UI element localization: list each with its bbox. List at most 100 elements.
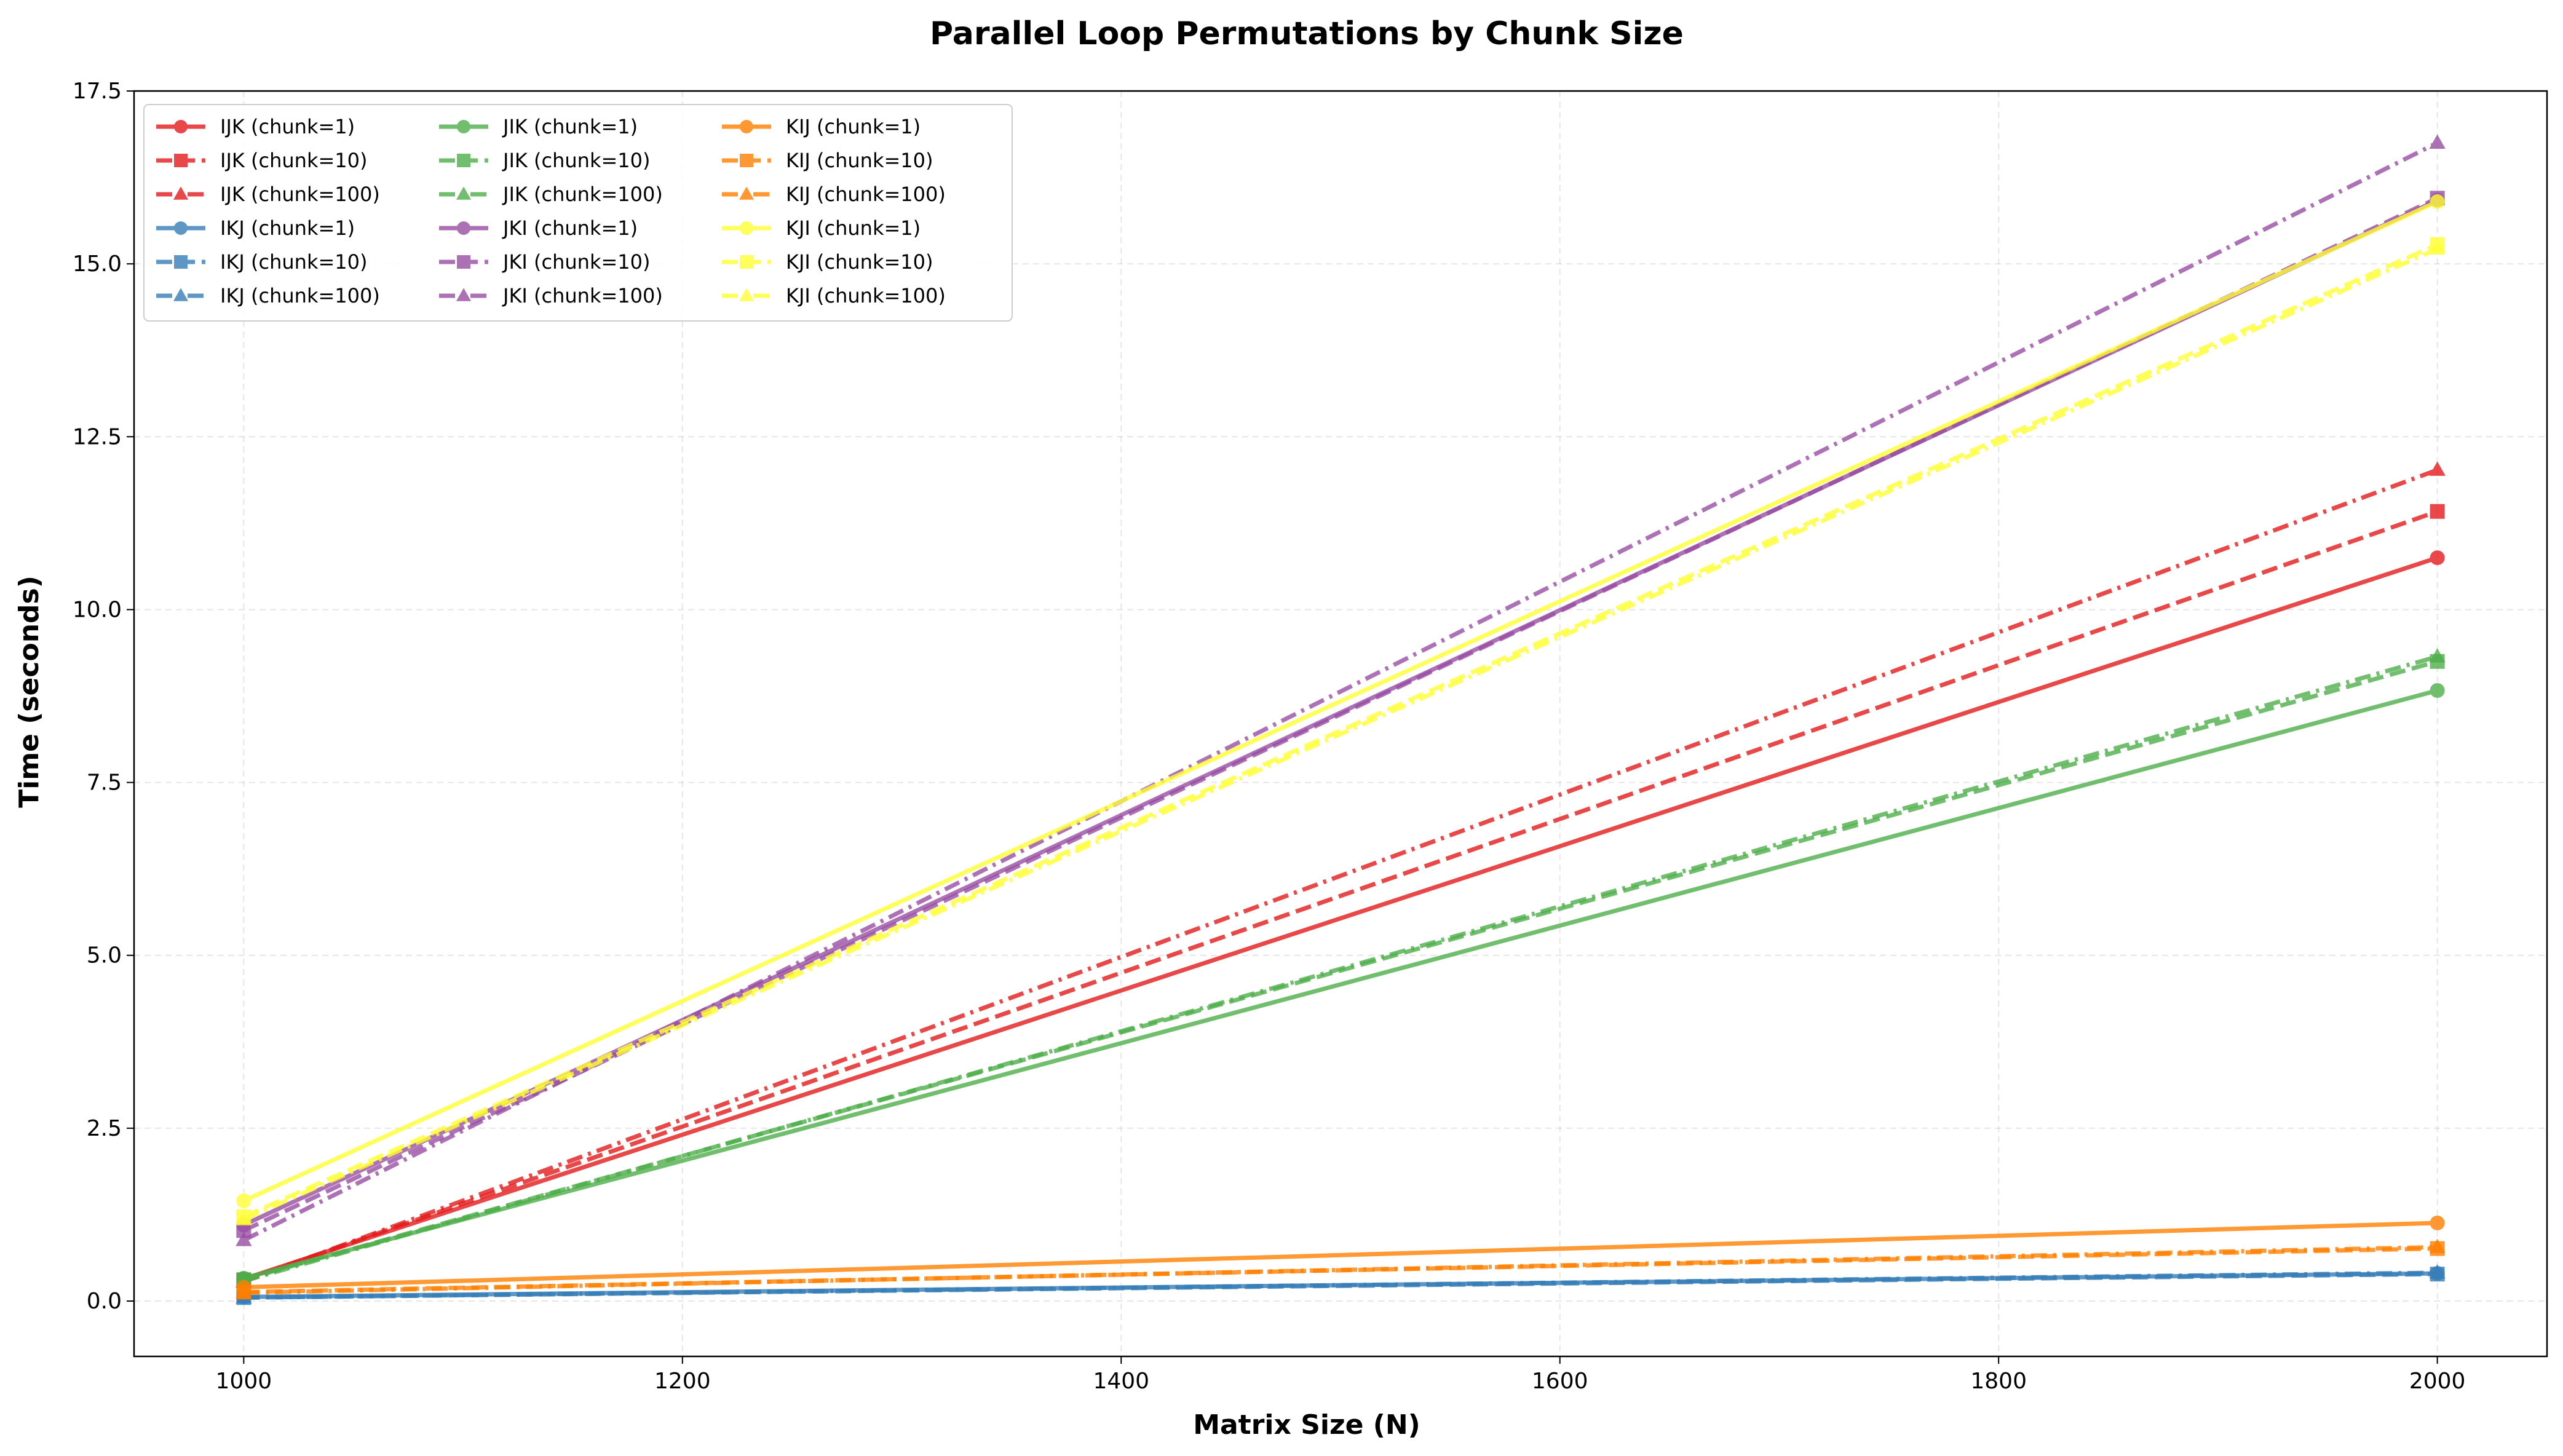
legend-item [156, 221, 205, 235]
legend-item [439, 221, 488, 235]
legend-marker [740, 120, 753, 133]
data-point [2429, 240, 2446, 255]
legend-item [439, 255, 488, 269]
data-point [2429, 1264, 2446, 1279]
legend-marker [740, 255, 753, 269]
legend-item [722, 120, 771, 133]
legend-item [156, 186, 205, 200]
y-tick-label: 12.5 [73, 424, 122, 449]
data-point [2430, 550, 2445, 566]
series-line [243, 555, 2438, 1281]
y-tick-label: 5.0 [87, 943, 122, 968]
data-point [2429, 648, 2446, 663]
legend-marker [173, 288, 189, 301]
series-layer [236, 134, 2446, 1305]
x-tick-label: 1200 [654, 1369, 711, 1394]
legend-item [722, 186, 771, 200]
x-tick-label: 1000 [216, 1369, 272, 1394]
series-line [242, 196, 2439, 1233]
series-line [244, 1270, 2438, 1300]
x-tick-label: 1800 [1970, 1369, 2027, 1394]
series-group [236, 240, 2446, 1225]
series-line [243, 467, 2438, 1284]
data-point [2429, 1238, 2446, 1253]
data-point [236, 1211, 252, 1225]
y-tick-label: 2.5 [87, 1116, 122, 1141]
legend-item [156, 255, 205, 269]
legend-item [156, 154, 205, 167]
y-tick-label: 15.0 [73, 251, 122, 277]
legend: IJK (chunk=1) IJK (chunk=10) IJK (chunk=10… [143, 104, 1013, 322]
legend-label: KIJ (chunk=1) [786, 115, 921, 138]
series-group [236, 194, 2445, 1208]
data-point [236, 1232, 252, 1246]
y-tick-label: 7.5 [87, 770, 122, 796]
legend-label: IJK (chunk=1) [220, 115, 355, 138]
data-point [236, 1193, 252, 1208]
grid-lines [134, 90, 2547, 1356]
legend-marker [456, 288, 472, 301]
plot-frame [133, 90, 2548, 1358]
legend-marker [740, 154, 753, 167]
legend-label: KIJ (chunk=100) [786, 183, 946, 206]
legend-item [722, 288, 771, 301]
legend-label: JKI (chunk=10) [502, 250, 651, 274]
x-tick-label: 1400 [1093, 1369, 1149, 1394]
legend-item [722, 154, 771, 167]
legend-item [156, 120, 205, 133]
data-point [2429, 134, 2446, 149]
legend-item [439, 154, 488, 167]
data-point [2430, 504, 2445, 519]
legend-label: JIK (chunk=100) [502, 183, 663, 206]
legend-label: JIK (chunk=10) [502, 149, 651, 172]
legend-label: IJK (chunk=10) [220, 149, 368, 172]
legend-marker [457, 154, 470, 167]
data-point [2429, 461, 2446, 476]
series-line [244, 1244, 2438, 1296]
legend-box [143, 104, 1013, 322]
axis-layer: 1000 1200 1400 1600 1800 2000 0.0 2.5 5.0 7.5 10.0… [73, 79, 2466, 1394]
y-tick-label: 10.0 [73, 597, 122, 622]
legend-marker [739, 186, 755, 200]
series-line [243, 654, 2438, 1283]
y-tick-label: 0.0 [87, 1289, 122, 1314]
legend-label: JKI (chunk=100) [502, 284, 663, 307]
series-line [243, 509, 2438, 1283]
data-point [2430, 1215, 2445, 1230]
legend-marker [174, 120, 188, 133]
legend-label: KJI (chunk=100) [786, 284, 946, 307]
legend-label: KJI (chunk=10) [786, 250, 933, 274]
legend-item [156, 288, 205, 301]
legend-label: IKJ (chunk=10) [220, 250, 368, 274]
legend-item [439, 288, 488, 301]
legend-item [439, 120, 488, 133]
legend-label: KJI (chunk=1) [786, 216, 921, 240]
legend-marker [173, 186, 189, 200]
data-point [2430, 683, 2445, 698]
legend-marker [174, 221, 188, 235]
series-line [243, 688, 2438, 1281]
series-line [242, 247, 2439, 1222]
y-tick-label: 17.5 [73, 79, 122, 104]
legend-marker [457, 120, 470, 133]
x-axis-label: Matrix Size (N) [1193, 1409, 1420, 1441]
series-group [236, 1238, 2446, 1299]
data-point [2430, 194, 2445, 209]
legend-label: IKJ (chunk=100) [220, 284, 380, 307]
legend-label: IJK (chunk=100) [220, 183, 380, 206]
legend-marker [174, 154, 188, 167]
legend-marker [740, 221, 753, 235]
legend-label: IKJ (chunk=1) [220, 216, 355, 240]
x-tick-label: 1600 [1532, 1369, 1588, 1394]
legend-marker [457, 255, 470, 269]
series-line [244, 1221, 2438, 1290]
y-axis-label: Time (seconds) [14, 576, 45, 808]
series-line [242, 199, 2439, 1203]
legend-marker [739, 288, 755, 301]
legend-item [722, 255, 771, 269]
legend-marker [174, 255, 188, 269]
x-tick-label: 2000 [2409, 1369, 2466, 1394]
data-point [236, 1284, 252, 1299]
legend-label: KIJ (chunk=10) [786, 149, 933, 172]
